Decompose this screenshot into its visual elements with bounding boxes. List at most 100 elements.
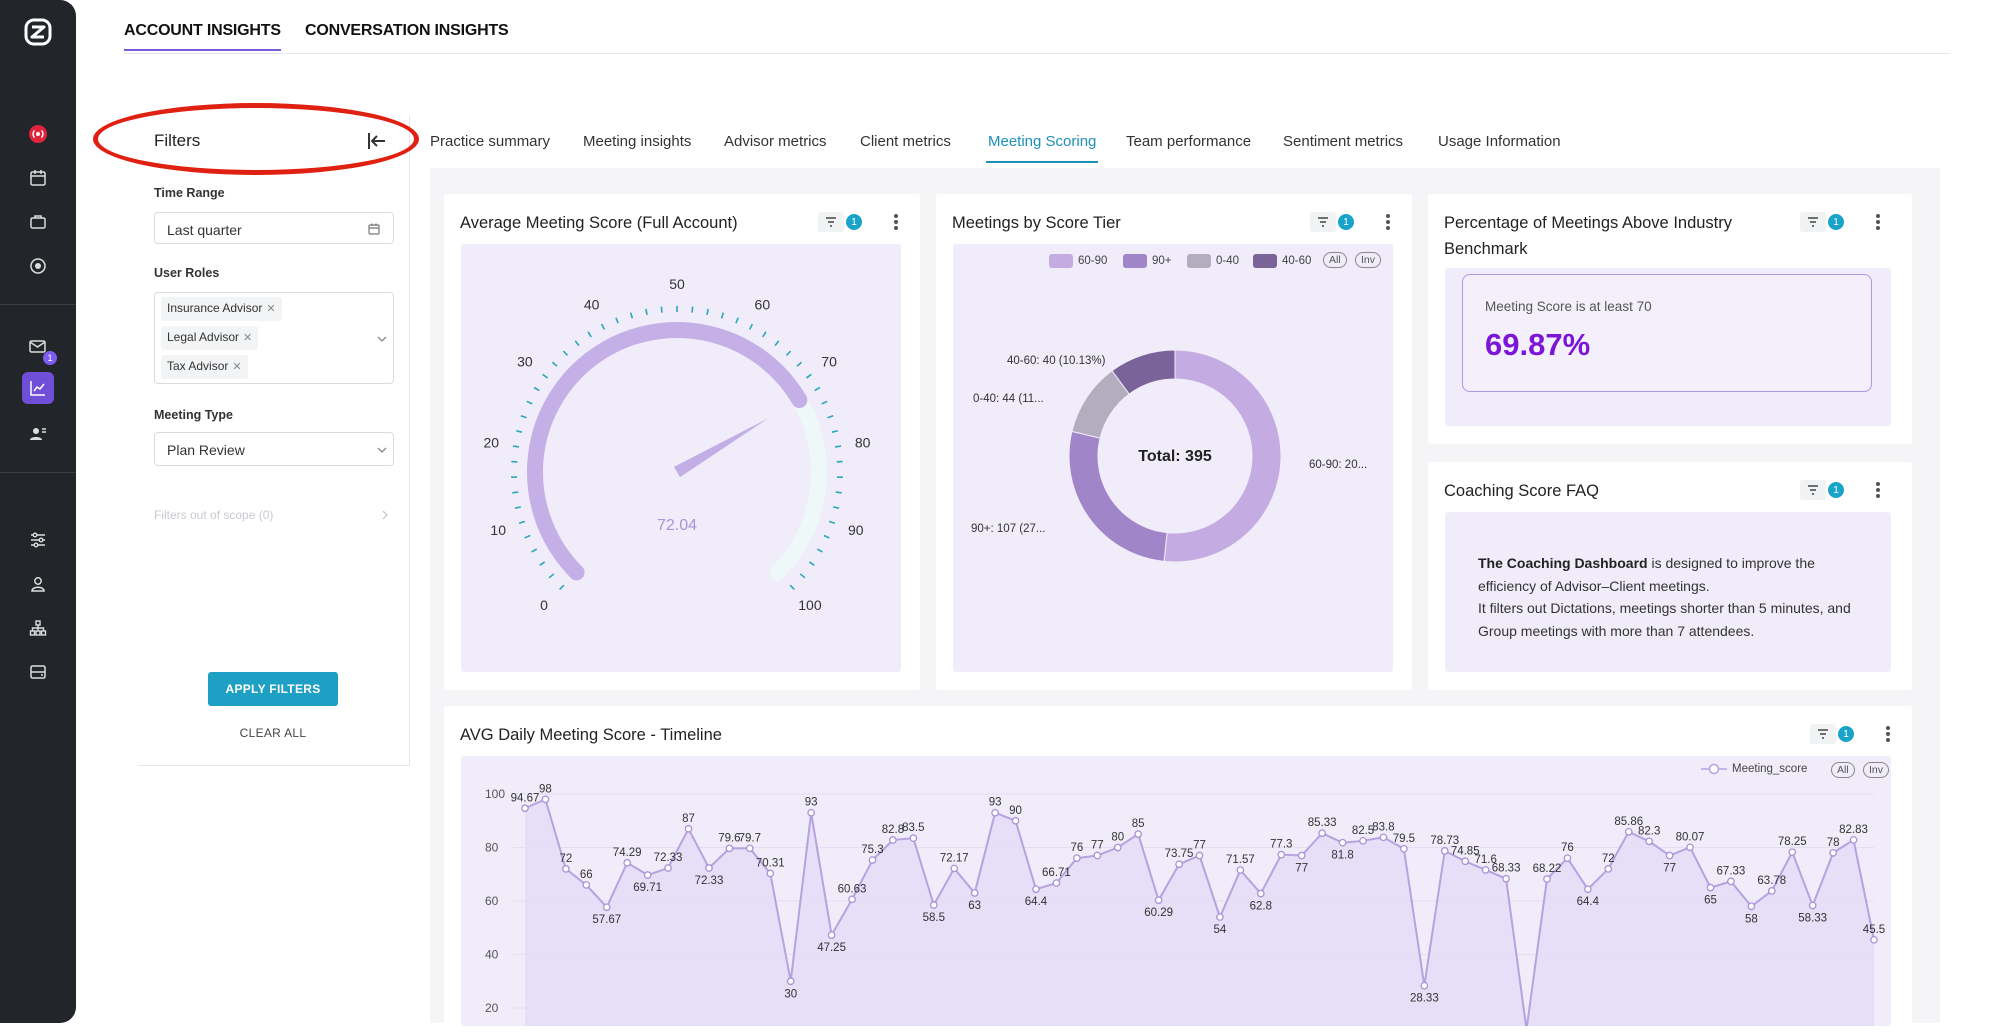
chevron-right-icon xyxy=(380,510,390,520)
data-point xyxy=(808,810,814,816)
data-point xyxy=(1155,897,1161,903)
tab-sentiment-metrics[interactable]: Sentiment metrics xyxy=(1283,133,1403,150)
role-chip[interactable]: Legal Advisor✕ xyxy=(161,326,258,350)
data-label: 68.22 xyxy=(1533,863,1562,875)
tab-account-insights[interactable]: ACCOUNT INSIGHTS xyxy=(124,22,281,40)
data-point xyxy=(1033,886,1039,892)
gauge-tick xyxy=(516,431,522,432)
sidebar-divider xyxy=(0,472,76,473)
top-tabs: ACCOUNT INSIGHTS CONVERSATION INSIGHTS xyxy=(124,0,1950,54)
data-point xyxy=(992,810,998,816)
data-label: 63.78 xyxy=(1757,875,1786,887)
data-point xyxy=(1728,878,1734,884)
card-tools: 1 xyxy=(1800,212,1880,232)
time-range-select[interactable]: Last quarter xyxy=(154,212,394,244)
gauge-card: Average Meeting Score (Full Account) 1 0… xyxy=(444,194,920,690)
org-icon[interactable] xyxy=(22,612,54,644)
tab-meeting-insights[interactable]: Meeting insights xyxy=(583,133,691,150)
more-options-icon[interactable] xyxy=(1876,482,1880,498)
data-point xyxy=(1850,837,1856,843)
data-label: 80.07 xyxy=(1676,831,1705,843)
users-icon[interactable] xyxy=(22,418,54,450)
y-tick-label: 40 xyxy=(485,948,499,962)
calendar-icon[interactable] xyxy=(22,162,54,194)
filters-out-of-scope[interactable]: Filters out of scope (0) xyxy=(154,508,273,522)
data-label: 62.8 xyxy=(1250,901,1272,913)
card-title: Meetings by Score Tier xyxy=(952,210,1121,236)
apply-filters-button[interactable]: APPLY FILTERS xyxy=(208,672,338,706)
tab-client-metrics[interactable]: Client metrics xyxy=(860,133,951,150)
data-label: 79.5 xyxy=(1393,833,1415,845)
data-label: 87 xyxy=(682,813,695,825)
data-point xyxy=(910,835,916,841)
tab-team-performance[interactable]: Team performance xyxy=(1126,133,1251,150)
data-label: 69.71 xyxy=(633,882,662,894)
chart-icon[interactable] xyxy=(22,372,54,404)
more-options-icon[interactable] xyxy=(1876,214,1880,230)
data-point xyxy=(828,932,834,938)
meeting-type-select[interactable]: Plan Review xyxy=(154,432,394,466)
data-point xyxy=(1462,858,1468,864)
gauge-tick xyxy=(540,562,545,565)
person-icon[interactable] xyxy=(22,568,54,600)
mail-icon[interactable]: 1 xyxy=(22,330,54,362)
data-label: 70.31 xyxy=(756,857,785,869)
data-point xyxy=(1605,866,1611,872)
data-point xyxy=(767,870,773,876)
tab-advisor-metrics[interactable]: Advisor metrics xyxy=(724,133,827,150)
filter-icon[interactable] xyxy=(1800,212,1826,232)
tab-practice-summary[interactable]: Practice summary xyxy=(430,133,550,150)
data-point xyxy=(1319,830,1325,836)
app-logo[interactable] xyxy=(22,16,54,48)
role-chip[interactable]: Tax Advisor✕ xyxy=(161,355,248,379)
tab-meeting-scoring[interactable]: Meeting Scoring xyxy=(988,133,1096,150)
data-point xyxy=(1135,831,1141,837)
data-label: 78 xyxy=(1827,837,1840,849)
remove-chip-icon[interactable]: ✕ xyxy=(243,332,252,344)
gauge-tick-label: 90 xyxy=(848,522,864,538)
data-label: 90 xyxy=(1009,805,1022,817)
sliders-icon[interactable] xyxy=(22,524,54,556)
data-label: 78.25 xyxy=(1778,836,1807,848)
data-label: 72 xyxy=(1602,853,1615,865)
role-chip[interactable]: Insurance Advisor✕ xyxy=(161,297,282,321)
more-options-icon[interactable] xyxy=(1886,726,1890,742)
data-point xyxy=(849,896,855,902)
sidebar-divider xyxy=(0,304,76,305)
more-options-icon[interactable] xyxy=(894,214,898,230)
tier-panel: 60-90 90+ 0-40 40-60 All Inv 60-90: 20..… xyxy=(953,244,1393,672)
data-point xyxy=(1748,903,1754,909)
remove-chip-icon[interactable]: ✕ xyxy=(266,303,275,315)
briefcase-icon[interactable] xyxy=(22,206,54,238)
filter-icon[interactable] xyxy=(818,212,844,232)
data-point xyxy=(706,865,712,871)
tab-conversation-insights[interactable]: CONVERSATION INSIGHTS xyxy=(305,22,509,40)
filter-icon[interactable] xyxy=(1810,724,1836,744)
y-tick-label: 20 xyxy=(485,1001,499,1015)
y-tick-label: 60 xyxy=(485,894,499,908)
user-roles-select[interactable]: Insurance Advisor✕ Legal Advisor✕ Tax Ad… xyxy=(154,292,394,384)
tab-usage-information[interactable]: Usage Information xyxy=(1438,133,1561,150)
faq-panel: The Coaching Dashboard is designed to im… xyxy=(1445,512,1891,672)
data-label: 77 xyxy=(1091,840,1104,852)
more-options-icon[interactable] xyxy=(1386,214,1390,230)
filter-count-badge: 1 xyxy=(846,214,862,230)
filter-icon[interactable] xyxy=(1800,480,1826,500)
target-icon[interactable] xyxy=(22,250,54,282)
live-icon[interactable] xyxy=(22,118,54,150)
data-label: 79.7 xyxy=(739,832,761,844)
card-tools: 1 xyxy=(1310,212,1390,232)
gauge-tick xyxy=(809,562,814,565)
remove-chip-icon[interactable]: ✕ xyxy=(232,361,241,373)
data-label: 72.33 xyxy=(654,852,683,864)
filter-icon[interactable] xyxy=(1310,212,1336,232)
data-label: 83.8 xyxy=(1372,821,1394,833)
gauge-tick xyxy=(833,507,839,508)
data-label: 45.5 xyxy=(1863,924,1885,936)
data-point xyxy=(1830,850,1836,856)
storage-icon[interactable] xyxy=(22,656,54,688)
clear-all-button[interactable]: CLEAR ALL xyxy=(208,726,338,740)
calendar-icon xyxy=(367,222,381,236)
kpi-label: Meeting Score is at least 70 xyxy=(1485,299,1652,314)
faq-line-2: It filters out Dictations, meetings shor… xyxy=(1478,600,1851,639)
